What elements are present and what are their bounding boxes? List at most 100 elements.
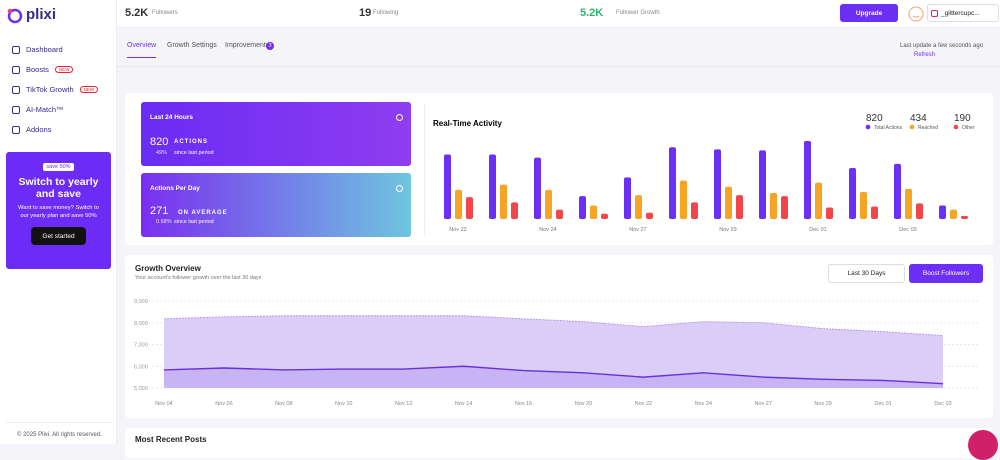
bar [781,196,788,219]
bar [680,180,687,219]
bar [691,202,698,219]
x-tick-label: Nov 24 [539,227,556,233]
nav-icon [12,85,20,94]
account-name: _glittercupc... [941,9,980,17]
bar [860,191,867,219]
bar [455,189,462,219]
tab[interactable]: Overview [127,42,157,58]
bar [894,163,901,219]
card-title: Last 24 Hours [150,114,193,121]
x-tick-label: Dec 01 [874,401,891,407]
y-tick-label: 5,000 [134,386,148,392]
nav-icon [12,125,20,134]
card-change: 49% [156,150,168,156]
account-selector[interactable]: _glittercupc... [927,4,999,22]
bar [534,157,541,219]
x-tick-label: Nov 22 [635,401,652,407]
nav-item[interactable]: TikTok Growth NEW [12,85,99,94]
bar [500,184,507,219]
bar [511,202,518,219]
x-tick-label: Nov 27 [755,401,772,407]
bar [714,149,721,219]
bar [466,197,473,219]
logo-text: plixi [26,6,57,23]
nav-label: Dashboard [26,45,63,54]
bar [669,147,676,219]
x-tick-label: Nov 24 [695,401,712,407]
x-tick-label: Nov 22 [449,227,466,233]
line [163,365,944,385]
legend-dot [909,124,915,130]
nav-icon [12,45,20,54]
x-tick-label: Dec 03 [899,227,916,233]
stat-value: 5.2K [125,7,149,19]
nav-item[interactable]: Dashboard [12,45,63,54]
card-value: 271 [150,205,169,217]
line [163,315,944,337]
nav-label: Boosts [26,65,49,74]
x-tick-label: Nov 08 [275,401,292,407]
info-icon [396,185,403,192]
stat-value: 5.2K [580,7,604,19]
upgrade-button[interactable]: Upgrade [840,4,898,22]
y-tick-label: 6,000 [134,364,148,370]
nav-item[interactable]: AI-Match™ [12,105,64,114]
nav-item[interactable]: Boosts NEW [12,65,74,74]
y-tick-label: 7,000 [134,343,148,349]
posts-title: Most Recent Posts [135,435,207,444]
topbar: Upgrade _glittercupc... [117,0,1000,28]
range-button[interactable]: Last 30 Days [828,264,905,283]
nav-item[interactable]: Addons [12,125,51,134]
nav-badge: NEW [79,86,99,93]
bar [601,213,608,219]
card-title: Actions Per Day [150,185,200,192]
x-tick-label: Nov 20 [575,401,592,407]
promo-badge: save 50% [43,163,74,171]
bar [579,196,586,219]
card-note: since last period [174,150,214,156]
get-started-button[interactable]: Get started [31,227,86,245]
nav-badge: NEW [54,66,74,73]
bar [871,206,878,219]
bar [489,154,496,219]
bar [939,205,946,219]
card-change: 0.68% [156,219,172,225]
bar [826,207,833,219]
card: Actions Per Day 271 ON AVERAGE 0.68% since l… [141,173,411,237]
x-tick-label: Nov 14 [455,401,472,407]
promo-text: Want to save money? Switch to our yearly… [18,205,99,219]
bar [556,209,563,219]
legend-total: 820 [866,113,883,124]
nav-icon [12,105,20,114]
x-tick-label: Nov 12 [395,401,412,407]
legend-label: Reached [918,125,938,131]
bar [725,186,732,219]
card-unit: ON AVERAGE [178,210,228,216]
bar [736,195,743,219]
x-tick-label: Nov 16 [515,401,532,407]
bar [590,205,597,219]
card: Last 24 Hours 820 ACTIONS 49% since last per… [141,102,411,166]
x-tick-label: Dec 01 [809,227,826,233]
tab[interactable]: Improvements [225,42,270,49]
refresh-link[interactable]: Refresh [914,52,936,58]
boost-button[interactable]: Boost Followers [909,264,983,283]
nav-label: TikTok Growth [26,85,74,94]
bar [646,212,653,219]
card-note: since last period [174,219,214,225]
bar [444,154,451,219]
x-tick-label: Dec 03 [934,401,951,407]
avatar [908,6,924,22]
tab[interactable]: Growth Settings [167,42,217,49]
legend-label: Other [962,125,975,131]
logo-icon [7,8,23,24]
bar [950,209,957,219]
sidebar: plixi save 50% Switch to yearly and save… [0,0,117,444]
bar [770,193,777,219]
update-text: Last update a few seconds ago [900,43,984,49]
promo-title: Switch to yearly and save [18,176,99,200]
stat-label: Followers [152,10,178,16]
x-tick-label: Nov 27 [629,227,646,233]
